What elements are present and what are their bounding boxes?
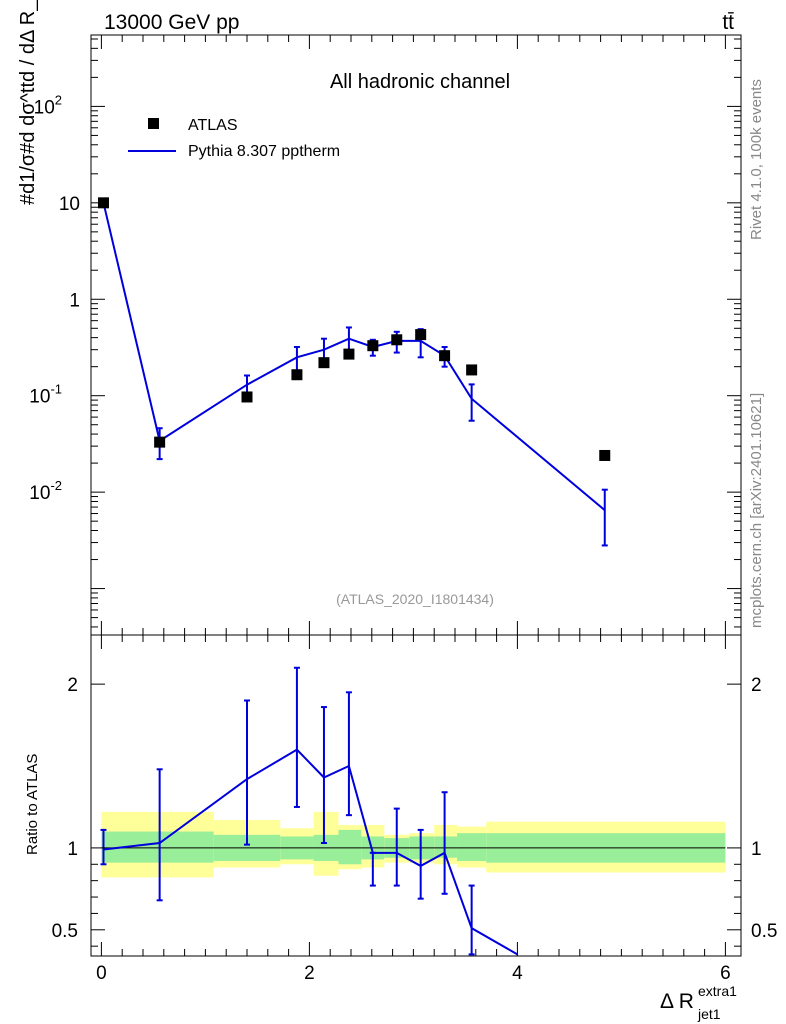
ratio-y-tick-label-left: 0.5	[52, 921, 78, 942]
main-y-tick-label-exponent: -1	[50, 382, 62, 397]
legend-atlas-label: ATLAS	[188, 117, 238, 134]
atlas-marker	[415, 329, 427, 341]
atlas-marker	[154, 436, 166, 448]
main-y-tick-label: 10-2	[29, 478, 62, 504]
pythia-line	[102, 202, 606, 511]
ratio-inner-band	[457, 833, 487, 862]
main-panel: All hadronic channel (ATLAS_2020_I180143…	[17, 0, 742, 636]
main-y-axis-label-text: #d1/σ#d dσ^ttd / dΔ R_jet1^extra1	[17, 0, 39, 205]
ratio-y-tick-label-left: 1	[67, 839, 78, 860]
main-y-tick-label: 1	[69, 290, 80, 311]
ratio-inner-band	[434, 836, 458, 858]
analysis-label: (ATLAS_2020_I1801434)	[336, 591, 494, 607]
ratio-y-tick-label-left: 2	[67, 675, 78, 696]
chart-title: All hadronic channel	[330, 71, 510, 93]
main-y-axis-label: #d1/σ#d dσ^ttd / dΔ R_jet1^extra1	[17, 0, 39, 205]
main-y-tick-label-exponent: -2	[50, 478, 62, 493]
atlas-marker	[291, 369, 303, 381]
main-y-tick-label-exponent: 2	[55, 92, 62, 107]
atlas-marker	[97, 197, 109, 209]
atlas-marker	[241, 391, 253, 403]
main-y-tick-label: 10	[59, 194, 80, 215]
atlas-marker	[466, 364, 478, 376]
ratio-x-tick-label: 6	[720, 963, 731, 984]
atlas-marker	[439, 350, 451, 362]
legend-atlas-marker	[148, 118, 159, 129]
atlas-marker	[391, 334, 403, 346]
ratio-y-tick-label-right: 1	[751, 839, 762, 860]
x-axis-label-superscript: extra1	[698, 983, 737, 999]
ratio-x-tick-label: 0	[96, 963, 107, 984]
main-y-tick-label: 10-1	[29, 382, 62, 408]
legend: ATLAS Pythia 8.307 pptherm	[128, 117, 340, 160]
atlas-marker	[318, 357, 330, 369]
ratio-y-tick-label-right: 2	[751, 675, 762, 696]
legend-pythia-label: Pythia 8.307 pptherm	[188, 143, 340, 160]
x-axis-label-main: Δ R	[660, 990, 694, 1013]
atlas-marker	[599, 449, 611, 461]
main-y-tick-label: 102	[34, 92, 62, 118]
energy-label: 13000 GeV pp	[104, 11, 239, 34]
process-label: tt̄	[722, 11, 734, 34]
ratio-panel: 0.5 0.5 1 1 2 2 0 2 4 6 Ratio to ATLAS Δ R extra1…	[24, 634, 777, 1022]
ratio-x-tick-label: 2	[304, 963, 315, 984]
x-axis-label-subscript: jet1	[697, 1006, 721, 1022]
ratio-y-axis-label: Ratio to ATLAS	[24, 754, 41, 855]
source-label: mcplots.cern.ch [arXiv:2401.10621]	[748, 393, 765, 628]
ratio-pythia-line	[103, 748, 518, 956]
ratio-inner-band	[338, 829, 362, 865]
ratio-plot-frame	[90, 634, 742, 957]
ratio-x-tick-label: 4	[512, 963, 523, 984]
atlas-marker	[343, 348, 355, 360]
ratio-x-axis-label: Δ R extra1 jet1	[660, 983, 737, 1022]
atlas-marker	[367, 340, 379, 352]
ratio-y-tick-label-right: 0.5	[751, 921, 777, 942]
rivet-version-label: Rivet 4.1.0, 100k events	[748, 79, 765, 240]
